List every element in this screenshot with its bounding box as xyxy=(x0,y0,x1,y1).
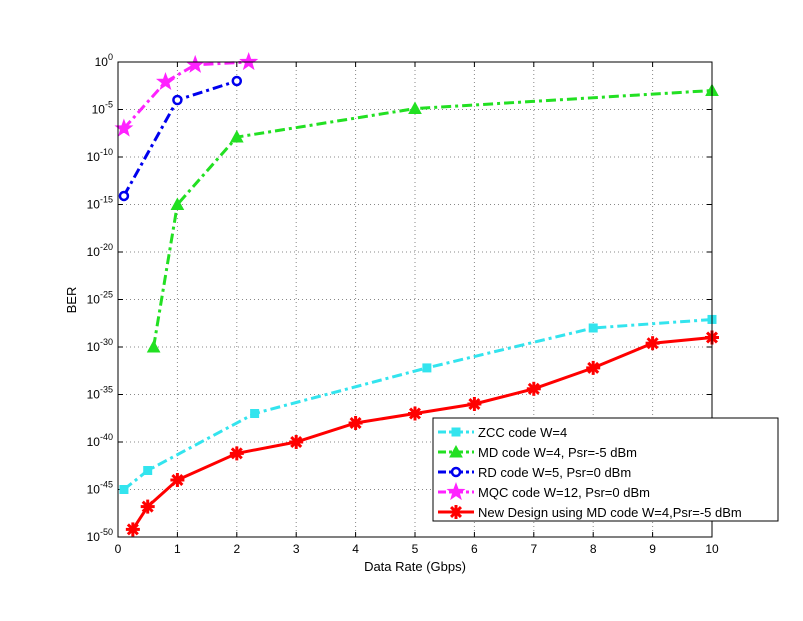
asterisk-stroke xyxy=(646,337,659,350)
data-point xyxy=(140,499,155,514)
x-tick-label: 9 xyxy=(649,542,656,556)
data-point xyxy=(422,363,432,373)
data-point xyxy=(125,522,140,537)
data-point xyxy=(289,435,304,449)
data-point xyxy=(229,130,244,143)
y-tick-label: 100 xyxy=(95,52,113,69)
y-tick-label: 10-40 xyxy=(87,432,113,449)
legend-label: RD code W=5, Psr=0 dBm xyxy=(478,465,631,480)
legend-label: New Design using MD code W=4,Psr=-5 dBm xyxy=(478,505,742,520)
tick-labels: 0 1 2 3 4 5 6 7 8 9 10 100 10-5 10-10 10-15 10-20 10-25 1… xyxy=(87,52,719,556)
series-3 xyxy=(114,52,259,137)
series-2 xyxy=(118,75,243,202)
series-layer xyxy=(114,52,719,537)
legend-marker xyxy=(451,427,461,437)
legend-marker xyxy=(446,482,466,501)
y-tick-label: 10-25 xyxy=(87,290,113,307)
asterisk-stroke xyxy=(230,447,243,460)
legend-marker xyxy=(449,444,463,458)
legend-label: MD code W=4, Psr=-5 dBm xyxy=(478,445,637,460)
x-tick-label: 5 xyxy=(412,542,419,556)
y-tick-label: 10-50 xyxy=(87,527,113,544)
x-tick-label: 0 xyxy=(115,542,122,556)
x-tick-label: 4 xyxy=(352,542,359,556)
x-tick-label: 3 xyxy=(293,542,300,556)
y-tick-label: 10-5 xyxy=(92,100,113,117)
plot-frame xyxy=(117,61,713,538)
data-point xyxy=(239,52,259,71)
y-tick-label: 10-10 xyxy=(87,147,113,164)
data-point xyxy=(146,339,161,353)
legend-box xyxy=(432,417,779,522)
data-point xyxy=(155,72,176,90)
data-point xyxy=(348,416,363,430)
data-point xyxy=(588,323,598,333)
asterisk-stroke xyxy=(290,435,303,449)
asterisk-stroke xyxy=(408,407,422,420)
y-tick-label: 10-20 xyxy=(87,242,113,259)
asterisk-stroke xyxy=(468,397,481,411)
data-point xyxy=(408,406,422,421)
data-point xyxy=(172,94,183,106)
y-axis-label: BER xyxy=(64,287,79,314)
x-tick-label: 6 xyxy=(471,542,478,556)
x-tick-label: 2 xyxy=(233,542,240,556)
legend-label: ZCC code W=4 xyxy=(478,425,567,440)
y-tick-label: 10-15 xyxy=(87,195,113,212)
data-point xyxy=(408,101,422,115)
asterisk-stroke xyxy=(449,505,463,519)
data-point xyxy=(170,473,185,487)
data-point xyxy=(645,336,660,351)
legend-marker xyxy=(449,505,463,519)
data-point xyxy=(119,485,129,494)
y-tick-label: 10-45 xyxy=(87,480,113,497)
asterisk-stroke xyxy=(587,361,600,374)
legend-label: MQC code W=12, Psr=0 dBm xyxy=(478,485,650,500)
data-point xyxy=(118,190,130,202)
asterisk-stroke xyxy=(349,416,362,430)
series-1 xyxy=(146,83,719,353)
series-line xyxy=(122,60,249,130)
x-tick-label: 8 xyxy=(590,542,597,556)
asterisk-stroke xyxy=(141,500,154,513)
y-tick-label: 10-30 xyxy=(87,337,113,354)
data-point xyxy=(143,466,153,475)
data-point xyxy=(467,397,482,411)
x-axis-label: Data Rate (Gbps) xyxy=(364,559,466,574)
asterisk-stroke xyxy=(171,473,184,487)
x-tick-label: 10 xyxy=(705,542,719,556)
y-tick-label: 10-35 xyxy=(87,385,113,402)
legend: ZCC code W=4 MD code W=4, Psr=-5 dBm RD co… xyxy=(432,417,779,522)
data-point xyxy=(526,381,541,396)
series-line xyxy=(152,89,713,348)
asterisk-stroke xyxy=(126,523,139,536)
x-tick-label: 7 xyxy=(530,542,537,556)
data-point xyxy=(229,446,244,461)
data-point xyxy=(586,360,601,375)
data-point xyxy=(250,409,260,418)
x-tick-label: 1 xyxy=(174,542,181,556)
series-4 xyxy=(125,330,719,537)
asterisk-stroke xyxy=(527,382,540,395)
legend-marker xyxy=(450,466,462,478)
data-point xyxy=(170,197,185,210)
data-point xyxy=(231,75,243,87)
